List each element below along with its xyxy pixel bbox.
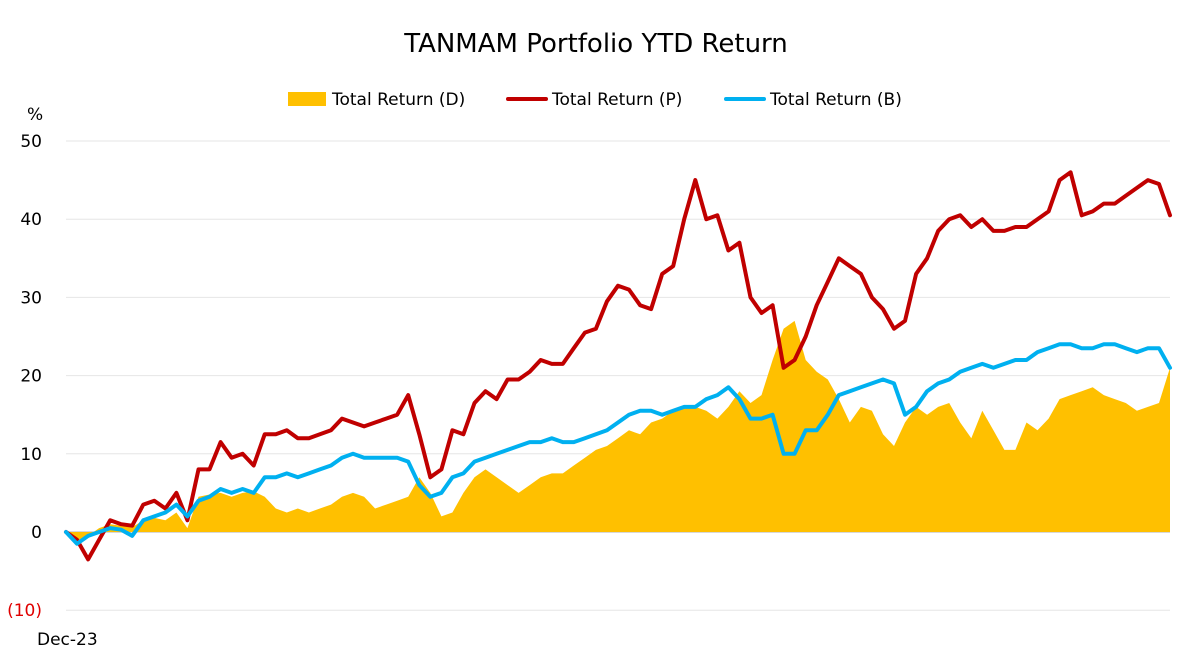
legend-label-0: Total Return (D) [331,90,465,110]
y-tick-label-0: 50 [20,132,42,152]
plot-area [64,170,1172,562]
y-tick-label-1: 40 [20,210,42,230]
legend: Total Return (D) Total Return (P) Total Re… [288,90,902,110]
series-line-1 [64,170,1172,562]
chart-title: TANMAM Portfolio YTD Return [403,29,788,59]
y-tick-label-2: 30 [20,288,42,308]
legend-swatch-0 [288,92,326,106]
x-axis-start-label: Dec-23 [37,630,98,650]
y-tick-label-5: 0 [31,523,42,543]
y-axis-label: % [27,105,43,125]
legend-label-1: Total Return (P) [551,90,682,110]
y-tick-label-6: (10) [7,601,42,621]
series-area-0 [66,320,1170,544]
series-line-2 [64,342,1172,546]
y-axis-ticks: 50 40 30 20 10 0 (10) [7,132,42,621]
gridlines [66,140,1170,611]
legend-label-2: Total Return (B) [769,90,902,110]
y-tick-label-3: 20 [20,367,42,387]
y-tick-label-4: 10 [20,445,42,465]
